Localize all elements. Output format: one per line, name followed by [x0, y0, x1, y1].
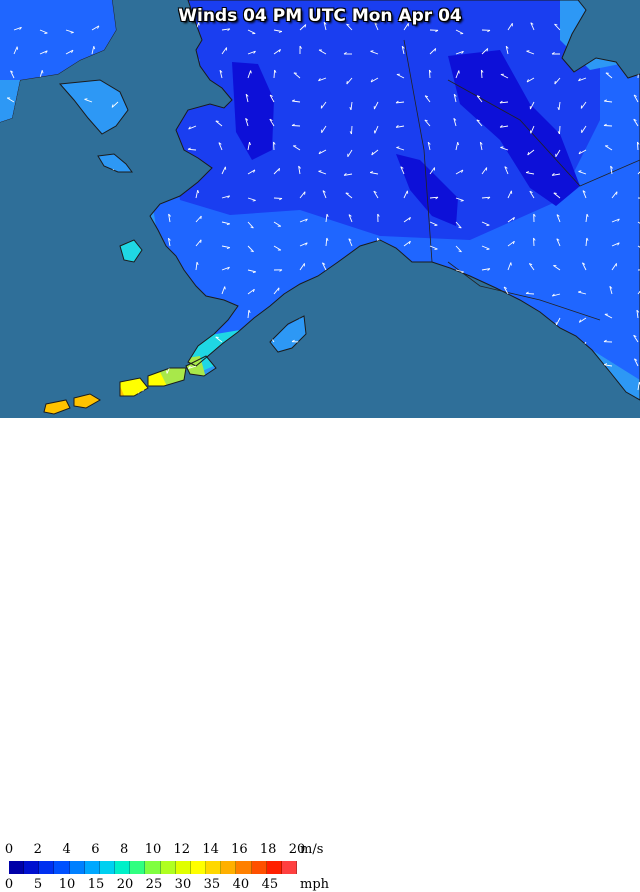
legend-mph-tick: 35 [204, 877, 221, 892]
wind-arrow-head [487, 249, 490, 250]
legend-mph-tick: 45 [262, 877, 279, 892]
legend-swatch [130, 861, 145, 874]
wind-arrow-head [44, 33, 47, 34]
legend-swatch [115, 861, 130, 874]
legend-mph-tick: 30 [175, 877, 192, 892]
wind-arrow-head [201, 216, 202, 219]
wind-arrow-head [371, 51, 374, 52]
legend-mph-tick: 10 [59, 877, 76, 892]
wind-arrow-head [85, 99, 88, 100]
legend-swatch [206, 861, 221, 874]
legend-swatch [267, 861, 282, 874]
legend-ms-unit: m/s [300, 842, 323, 857]
wind-arrow-head [500, 147, 503, 148]
legend-ms-tick: 2 [34, 842, 42, 857]
legend-swatch [221, 861, 236, 874]
legend-swatch [282, 861, 297, 874]
map-title: Winds 04 PM UTC Mon Apr 04 [0, 6, 640, 26]
legend-swatch [39, 861, 54, 874]
wind-arrow-head [167, 371, 168, 374]
legend-ms-tick: 16 [231, 842, 248, 857]
wind-arrow-head [319, 171, 322, 172]
legend-ms-tick: 0 [5, 842, 13, 857]
wind-arrow-head [459, 71, 460, 74]
legend-mph-tick: 20 [117, 877, 134, 892]
wind-map: Winds 04 PM UTC Mon Apr 04 [0, 0, 640, 418]
legend-swatch [191, 861, 206, 874]
legend-ms-tick: 4 [62, 842, 70, 857]
wind-arrow-head [294, 73, 297, 74]
legend-mph-tick: 40 [233, 877, 250, 892]
legend-ms-tick: 8 [120, 842, 128, 857]
legend-mph-tick: 5 [34, 877, 42, 892]
wind-arrow-head [511, 263, 512, 266]
legend-ms-tick: 18 [260, 842, 277, 857]
legend-mph-tick: 15 [88, 877, 105, 892]
legend-swatch [85, 861, 100, 874]
wind-arrow [292, 126, 300, 127]
legend-ms-tick: 14 [202, 842, 219, 857]
legend-swatch [176, 861, 191, 874]
wind-arrow [560, 126, 561, 134]
legend-swatch [9, 861, 24, 874]
legend-swatch [70, 861, 85, 874]
legend-swatch [252, 861, 267, 874]
legend-mph-unit: mph [300, 877, 329, 892]
legend-swatch [54, 861, 69, 874]
legend-swatch [236, 861, 251, 874]
wind-arrow [604, 126, 612, 127]
legend-swatch [24, 861, 39, 874]
wind-arrow [526, 293, 534, 294]
wind-arrow-head [527, 51, 530, 52]
legend-swatch [100, 861, 115, 874]
legend-mph-tick: 0 [5, 877, 13, 892]
legend-swatch [145, 861, 160, 874]
wind-arrow-head [225, 287, 226, 290]
wind-arrow-head [461, 201, 464, 202]
legend-ms-tick: 10 [145, 842, 162, 857]
legend-color-bar [9, 861, 297, 874]
legend-mph-tick: 25 [146, 877, 163, 892]
wind-arrow-head [347, 81, 348, 84]
legend-ms-tick: 12 [174, 842, 191, 857]
wind-map-canvas [0, 0, 640, 418]
wind-arrow [274, 70, 275, 78]
wind-arrow-head [555, 81, 556, 84]
legend-ms-tick: 6 [91, 842, 99, 857]
wind-arrow [352, 126, 353, 134]
legend-swatch [161, 861, 176, 874]
